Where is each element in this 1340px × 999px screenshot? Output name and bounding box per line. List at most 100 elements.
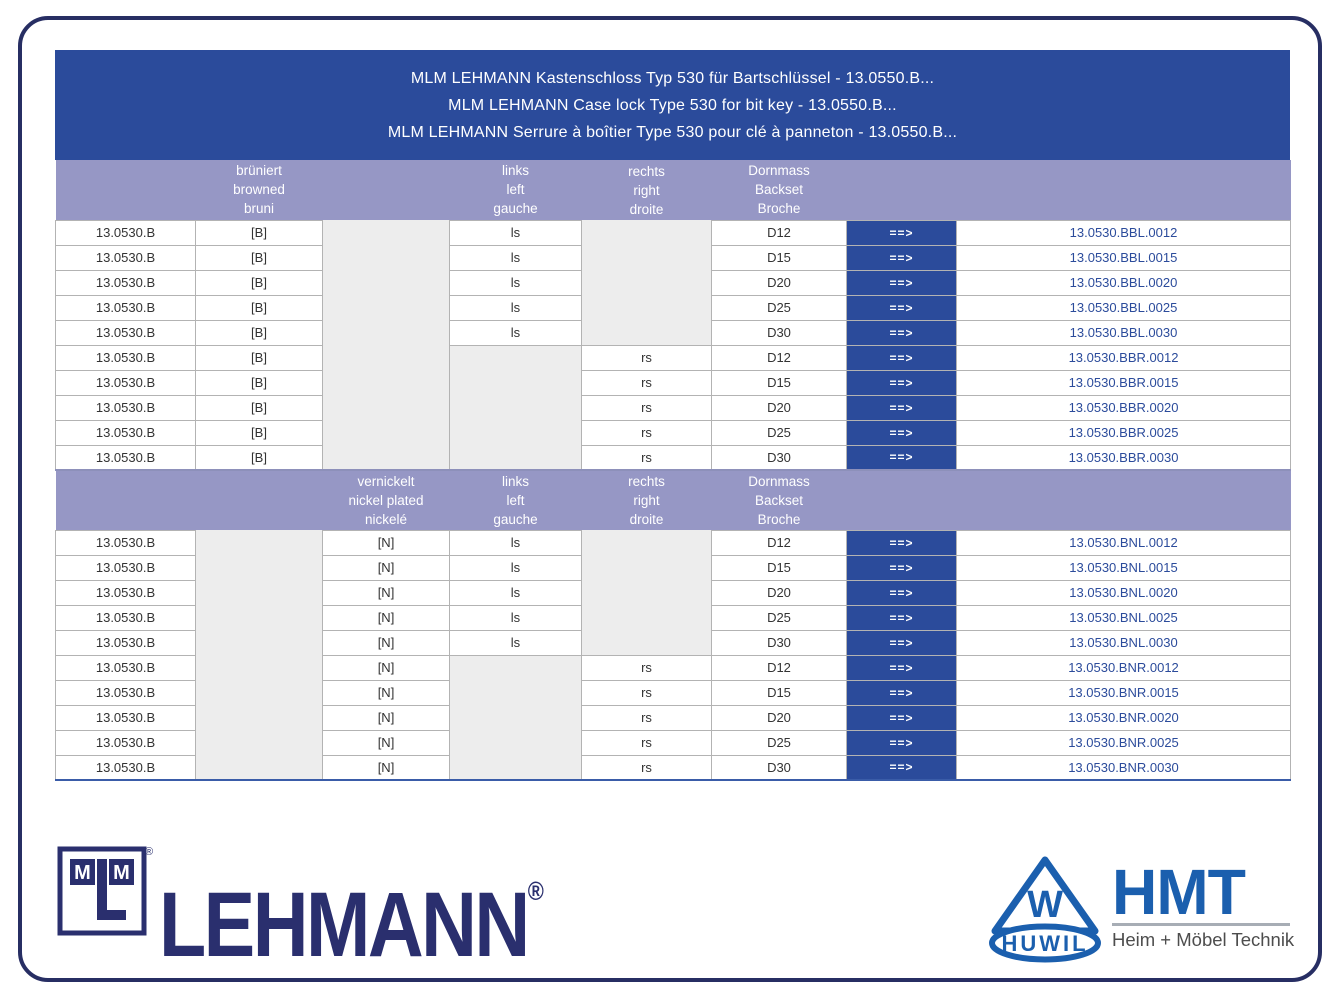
table-row: 13.0530.B [B] ls D15 ==> 13.0530.BBL.001… (55, 244, 1291, 271)
table-row: 13.0530.B [B] ls D30 ==> 13.0530.BBL.003… (55, 319, 1291, 346)
table-row: 13.0530.B [N] rs D20 ==> 13.0530.BNR.002… (55, 704, 1291, 731)
left-cell (449, 730, 582, 755)
article-cell: 13.0530.B (55, 244, 196, 271)
backset-label-de: Dornmass (748, 473, 810, 489)
finish-b-cell: [B] (195, 219, 323, 246)
backset-cell: D20 (711, 579, 847, 606)
backset-label-en: Backset (754, 492, 804, 508)
arrow-cell: ==> (846, 219, 957, 246)
article-cell: 13.0530.B (55, 269, 196, 296)
backset-cell: D30 (711, 319, 847, 346)
table-row: 13.0530.B [B] rs D15 ==> 13.0530.BBR.001… (55, 369, 1291, 396)
right-cell: rs (581, 394, 712, 421)
finish-n-cell (322, 320, 450, 345)
backset-cell: D12 (711, 529, 847, 556)
left-header: links left gauche (449, 160, 582, 220)
left-cell: ls (449, 244, 582, 271)
left-label-de: links (501, 163, 529, 179)
right-cell: rs (581, 444, 712, 471)
left-cell (449, 755, 582, 780)
backset-cell: D12 (711, 344, 847, 371)
article-cell: 13.0530.B (55, 529, 196, 556)
right-cell: rs (581, 369, 712, 396)
arrow-cell: ==> (846, 679, 957, 706)
finish-b-cell: [B] (195, 244, 323, 271)
backset-cell: D25 (711, 294, 847, 321)
table-row: 13.0530.B [N] ls D12 ==> 13.0530.BNL.001… (55, 529, 1291, 556)
partner-logos: W HUWIL HMT Heim + Möbel Technik (984, 851, 1295, 965)
finish-n-cell (322, 395, 450, 420)
article-cell: 13.0530.B (55, 319, 196, 346)
right-cell (581, 295, 712, 320)
finish-label-en: nickel plated (348, 492, 424, 508)
result-code: 13.0530.BNL.0030 (956, 629, 1291, 656)
finish-header-browned: brüniert browned bruni (195, 160, 323, 220)
article-cell: 13.0530.B (55, 444, 196, 471)
left-cell (449, 705, 582, 730)
arrow-cell: ==> (846, 294, 957, 321)
product-table: brüniert browned bruni links left gauche… (55, 160, 1291, 781)
left-label-fr: gauche (493, 201, 538, 217)
huwil-w: W (1027, 884, 1063, 926)
table-row: 13.0530.B [B] rs D30 ==> 13.0530.BBR.003… (55, 444, 1291, 471)
backset-label-de: Dornmass (748, 163, 810, 179)
backset-cell: D30 (711, 444, 847, 471)
result-code: 13.0530.BNL.0020 (956, 579, 1291, 606)
article-cell: 13.0530.B (55, 704, 196, 731)
section-nickel-rows: 13.0530.B [N] ls D12 ==> 13.0530.BNL.001… (55, 529, 1291, 781)
result-code: 13.0530.BBR.0012 (956, 344, 1291, 371)
finish-b-cell: [B] (195, 269, 323, 296)
finish-b-cell: [B] (195, 444, 323, 471)
right-header: rechts right droite (581, 160, 712, 220)
right-cell: rs (581, 419, 712, 446)
table-row: 13.0530.B [B] rs D25 ==> 13.0530.BBR.002… (55, 419, 1291, 446)
band-spacer (195, 469, 323, 530)
left-cell (449, 420, 582, 445)
emblem-registered-mark: ® (145, 846, 153, 858)
left-header: links left gauche (449, 469, 582, 530)
right-cell: rs (581, 654, 712, 681)
article-cell: 13.0530.B (55, 654, 196, 681)
right-cell (581, 270, 712, 295)
result-code: 13.0530.BBL.0020 (956, 269, 1291, 296)
backset-cell: D30 (711, 629, 847, 656)
arrow-cell: ==> (846, 319, 957, 346)
article-cell: 13.0530.B (55, 344, 196, 371)
finish-n-cell: [N] (322, 579, 450, 606)
hmt-tagline: Heim + Möbel Technik (1112, 929, 1295, 950)
hmt-logo: HMT Heim + Möbel Technik (1112, 860, 1295, 965)
article-cell: 13.0530.B (55, 219, 196, 246)
finish-n-cell: [N] (322, 704, 450, 731)
backset-cell: D12 (711, 219, 847, 246)
arrow-cell: ==> (846, 444, 957, 471)
article-cell: 13.0530.B (55, 419, 196, 446)
huwil-name: HUWIL (1001, 931, 1088, 956)
arrow-cell: ==> (846, 244, 957, 271)
title-line-fr: MLM LEHMANN Serrure à boîtier Type 530 p… (387, 123, 958, 141)
left-cell: ls (449, 604, 582, 631)
left-cell: ls (449, 219, 582, 246)
arrow-cell: ==> (846, 604, 957, 631)
mlm-emblem-icon: M M ® (57, 846, 153, 936)
arrow-cell: ==> (846, 704, 957, 731)
arrow-cell: ==> (846, 554, 957, 581)
article-cell: 13.0530.B (55, 629, 196, 656)
lehmann-registered-mark: ® (527, 876, 544, 906)
article-cell: 13.0530.B (55, 604, 196, 631)
finish-b-cell: [B] (195, 369, 323, 396)
right-label-en: right (633, 182, 660, 198)
article-cell: 13.0530.B (55, 394, 196, 421)
left-cell: ls (449, 269, 582, 296)
section-browned-rows: 13.0530.B [B] ls D12 ==> 13.0530.BBL.001… (55, 219, 1291, 471)
lehmann-logo: M M ® LEHMANN® (55, 841, 617, 975)
finish-b-cell: [B] (195, 344, 323, 371)
arrow-cell: ==> (846, 754, 957, 781)
band-spacer (846, 469, 1291, 530)
backset-label-fr: Broche (757, 511, 801, 527)
backset-label-fr: Broche (757, 201, 801, 217)
table-row: 13.0530.B [B] ls D20 ==> 13.0530.BBL.002… (55, 269, 1291, 296)
finish-b-cell (195, 605, 323, 630)
arrow-cell: ==> (846, 419, 957, 446)
title-banner: MLM LEHMANN Kastenschloss Typ 530 für Ba… (55, 50, 1290, 160)
finish-n-cell: [N] (322, 554, 450, 581)
